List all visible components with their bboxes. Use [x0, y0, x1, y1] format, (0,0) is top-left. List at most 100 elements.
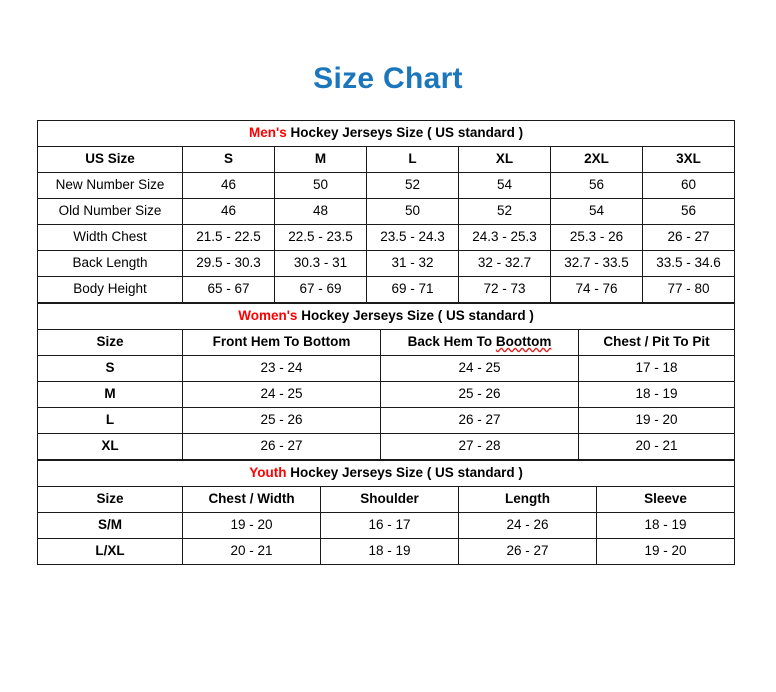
womens-section-header: Women's Hockey Jerseys Size ( US standar…	[36, 303, 736, 330]
womens-section-header-row: Women's Hockey Jerseys Size ( US standar…	[36, 303, 736, 330]
mens-row-3-val-3: 32 - 32.7	[458, 250, 551, 277]
youth-row-1-label: L/XL	[37, 538, 183, 565]
youth-col-1: Chest / Width	[182, 486, 321, 513]
youth-row-1-val-3: 19 - 20	[595, 538, 736, 565]
page-title: Size Chart	[313, 62, 463, 95]
womens-row-0-val-0: 23 - 24	[182, 355, 381, 382]
youth-col-0: Size	[37, 486, 183, 513]
size-chart-tables: Men's Hockey Jerseys Size ( US standard …	[36, 120, 736, 565]
youth-column-header-row: Size Chest / Width Shoulder Length Sleev…	[37, 486, 736, 513]
mens-row-1-val-5: 56	[641, 198, 736, 225]
mens-row-3-val-1: 30.3 - 31	[274, 250, 367, 277]
womens-col-3: Chest / Pit To Pit	[577, 329, 736, 356]
mens-row-0-label: New Number Size	[37, 172, 183, 199]
womens-row-2-val-0: 25 - 26	[182, 407, 381, 434]
mens-row-2-val-5: 26 - 27	[641, 224, 736, 251]
mens-col-3: L	[366, 146, 459, 173]
womens-row-1-val-1: 25 - 26	[380, 381, 579, 408]
mens-row-1-val-4: 54	[550, 198, 643, 225]
womens-col-2-prefix: Back Hem To	[407, 334, 496, 350]
youth-row-0-val-3: 18 - 19	[595, 512, 736, 539]
mens-row-1-val-1: 48	[274, 198, 367, 225]
youth-row-0-val-1: 16 - 17	[320, 512, 459, 539]
womens-row-1-label: M	[37, 381, 183, 408]
mens-section-rest: Hockey Jerseys Size ( US standard )	[286, 125, 524, 141]
table-row: S/M 19 - 20 16 - 17 24 - 26 18 - 19	[37, 512, 736, 539]
youth-size-table: Youth Hockey Jerseys Size ( US standard …	[36, 460, 736, 565]
mens-section-header-row: Men's Hockey Jerseys Size ( US standard …	[36, 120, 736, 147]
mens-row-0-val-5: 60	[641, 172, 736, 199]
womens-row-2-val-1: 26 - 27	[380, 407, 579, 434]
womens-row-3-val-0: 26 - 27	[182, 433, 381, 460]
mens-col-2: M	[274, 146, 367, 173]
mens-row-2-val-4: 25.3 - 26	[550, 224, 643, 251]
mens-row-4-val-1: 67 - 69	[274, 276, 367, 303]
womens-col-1: Front Hem To Bottom	[182, 329, 381, 356]
womens-size-table: Women's Hockey Jerseys Size ( US standar…	[36, 303, 736, 460]
youth-row-1-val-0: 20 - 21	[182, 538, 321, 565]
mens-col-6: 3XL	[641, 146, 736, 173]
mens-row-4-val-2: 69 - 71	[366, 276, 459, 303]
womens-col-0: Size	[37, 329, 183, 356]
table-row: L/XL 20 - 21 18 - 19 26 - 27 19 - 20	[37, 538, 736, 565]
youth-col-2: Shoulder	[320, 486, 459, 513]
womens-row-2-val-2: 19 - 20	[577, 407, 736, 434]
table-row: Body Height 65 - 67 67 - 69 69 - 71 72 -…	[37, 276, 736, 303]
mens-row-1-val-2: 50	[366, 198, 459, 225]
youth-section-highlight: Youth	[249, 465, 287, 481]
womens-section-highlight: Women's	[238, 308, 298, 324]
youth-col-4: Sleeve	[595, 486, 736, 513]
table-row: Old Number Size 46 48 50 52 54 56	[37, 198, 736, 225]
mens-row-3-val-4: 32.7 - 33.5	[550, 250, 643, 277]
table-row: Back Length 29.5 - 30.3 30.3 - 31 31 - 3…	[37, 250, 736, 277]
mens-row-4-val-5: 77 - 80	[641, 276, 736, 303]
table-row: New Number Size 46 50 52 54 56 60	[37, 172, 736, 199]
mens-row-3-label: Back Length	[37, 250, 183, 277]
mens-col-4: XL	[458, 146, 551, 173]
mens-row-0-val-4: 56	[550, 172, 643, 199]
womens-row-1-val-0: 24 - 25	[182, 381, 381, 408]
table-row: XL 26 - 27 27 - 28 20 - 21	[37, 433, 736, 460]
womens-col-2: Back Hem To Boottom	[380, 329, 579, 356]
mens-row-4-val-4: 74 - 76	[550, 276, 643, 303]
mens-col-0: US Size	[37, 146, 183, 173]
mens-row-1-label: Old Number Size	[37, 198, 183, 225]
mens-size-table: Men's Hockey Jerseys Size ( US standard …	[36, 120, 736, 303]
youth-section-header: Youth Hockey Jerseys Size ( US standard …	[36, 460, 736, 487]
mens-row-3-val-0: 29.5 - 30.3	[182, 250, 275, 277]
youth-row-0-label: S/M	[37, 512, 183, 539]
table-row: M 24 - 25 25 - 26 18 - 19	[37, 381, 736, 408]
mens-column-header-row: US Size S M L XL 2XL 3XL	[37, 146, 736, 173]
womens-row-3-label: XL	[37, 433, 183, 460]
youth-row-0-val-0: 19 - 20	[182, 512, 321, 539]
mens-row-4-label: Body Height	[37, 276, 183, 303]
womens-row-3-val-1: 27 - 28	[380, 433, 579, 460]
mens-row-2-val-3: 24.3 - 25.3	[458, 224, 551, 251]
womens-column-header-row: Size Front Hem To Bottom Back Hem To Boo…	[37, 329, 736, 356]
youth-col-3: Length	[458, 486, 597, 513]
mens-row-2-val-1: 22.5 - 23.5	[274, 224, 367, 251]
youth-row-1-val-1: 18 - 19	[320, 538, 459, 565]
womens-row-0-val-2: 17 - 18	[577, 355, 736, 382]
womens-row-0-val-1: 24 - 25	[380, 355, 579, 382]
youth-row-1-val-2: 26 - 27	[458, 538, 597, 565]
mens-row-4-val-0: 65 - 67	[182, 276, 275, 303]
mens-col-1: S	[182, 146, 275, 173]
mens-row-2-label: Width Chest	[37, 224, 183, 251]
mens-row-0-val-3: 54	[458, 172, 551, 199]
table-row: Width Chest 21.5 - 22.5 22.5 - 23.5 23.5…	[37, 224, 736, 251]
mens-row-0-val-2: 52	[366, 172, 459, 199]
mens-col-5: 2XL	[550, 146, 643, 173]
mens-row-4-val-3: 72 - 73	[458, 276, 551, 303]
womens-section-rest: Hockey Jerseys Size ( US standard )	[297, 308, 534, 324]
youth-section-rest: Hockey Jerseys Size ( US standard )	[286, 465, 523, 481]
womens-row-0-label: S	[37, 355, 183, 382]
mens-row-3-val-2: 31 - 32	[366, 250, 459, 277]
mens-section-highlight: Men's	[249, 125, 287, 141]
womens-col-2-misspelled-word: Boottom	[495, 334, 552, 350]
womens-row-1-val-2: 18 - 19	[577, 381, 736, 408]
mens-row-0-val-0: 46	[182, 172, 275, 199]
mens-section-header: Men's Hockey Jerseys Size ( US standard …	[36, 120, 736, 147]
womens-row-2-label: L	[37, 407, 183, 434]
